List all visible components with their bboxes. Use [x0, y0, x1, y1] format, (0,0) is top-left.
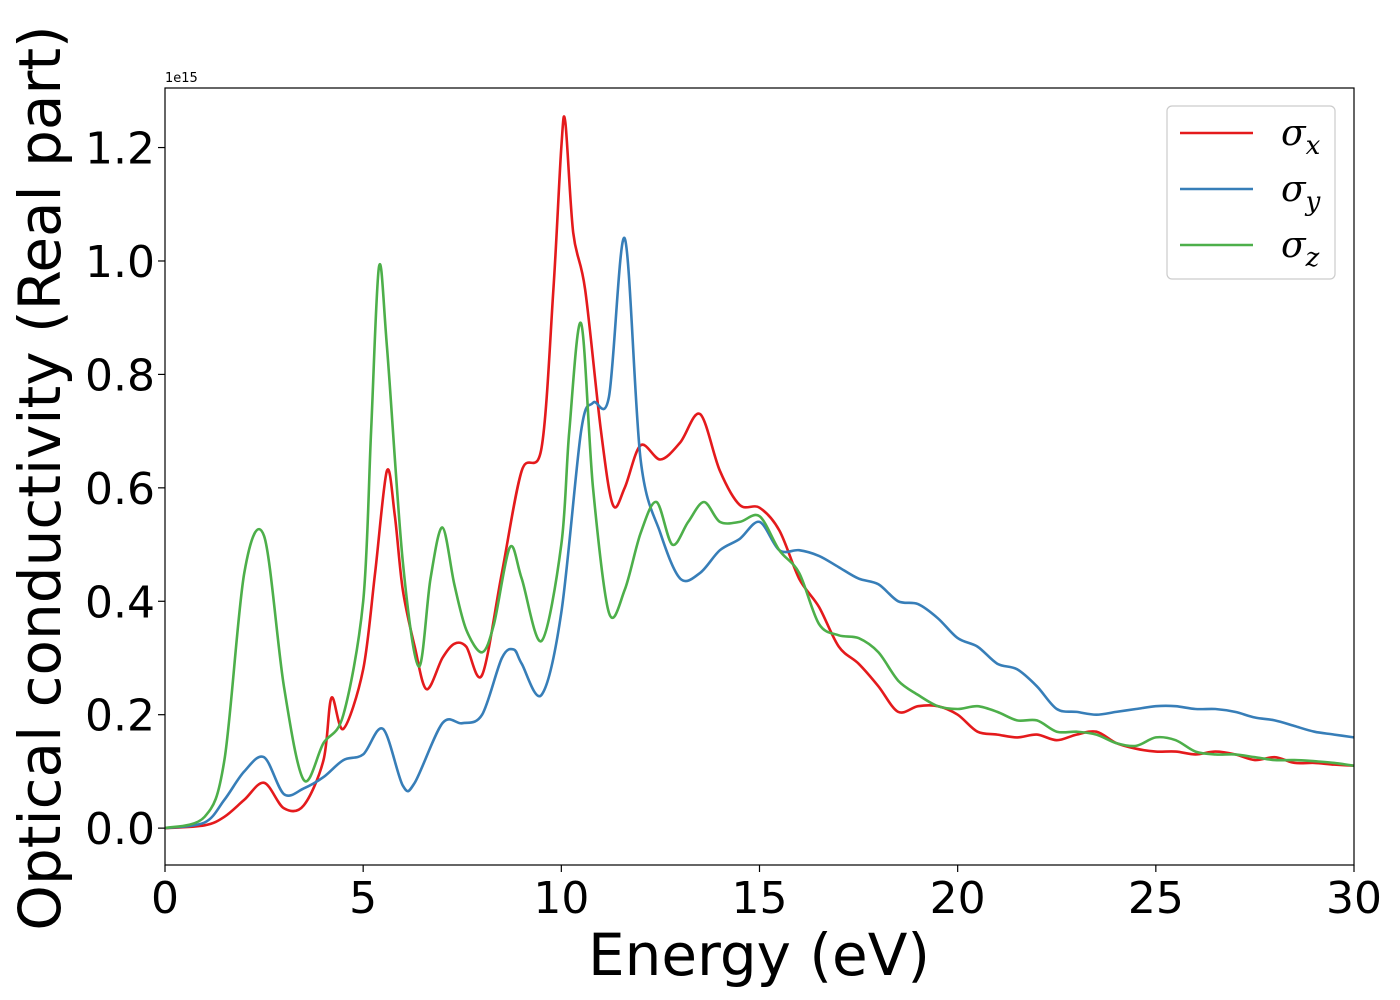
- series-layer: [165, 115, 1354, 830]
- x-tick-label: 20: [930, 873, 986, 924]
- y-tick-label: 1.2: [85, 124, 155, 175]
- y-tick-label: 0.2: [85, 691, 155, 742]
- x-tick-label: 25: [1128, 873, 1184, 924]
- y-axis: 0.0 0.2 0.4 0.6 0.8 1.0 1.2: [85, 124, 165, 855]
- y-tick-label: 0.4: [85, 577, 155, 628]
- y-offset-label: 1e15: [165, 71, 198, 86]
- y-tick-label: 0.8: [85, 350, 155, 401]
- x-tick-label: 15: [732, 873, 788, 924]
- x-tick-label: 0: [151, 873, 179, 924]
- y-tick-label: 0.6: [85, 464, 155, 515]
- x-axis: 0 5 10 15 20 25 30: [151, 865, 1382, 924]
- y-tick-label: 0.0: [85, 804, 155, 855]
- x-tick-label: 30: [1326, 873, 1382, 924]
- x-tick-label: 10: [533, 873, 589, 924]
- series-line-y: [165, 236, 1354, 830]
- x-axis-title: Energy (eV): [588, 921, 930, 989]
- legend-frame: [1166, 105, 1336, 280]
- y-tick-label: 1.0: [85, 237, 155, 288]
- x-tick-label: 5: [349, 873, 377, 924]
- series-line-z: [165, 263, 1354, 830]
- y-axis-title: Optical conductivity (Real part): [6, 25, 74, 930]
